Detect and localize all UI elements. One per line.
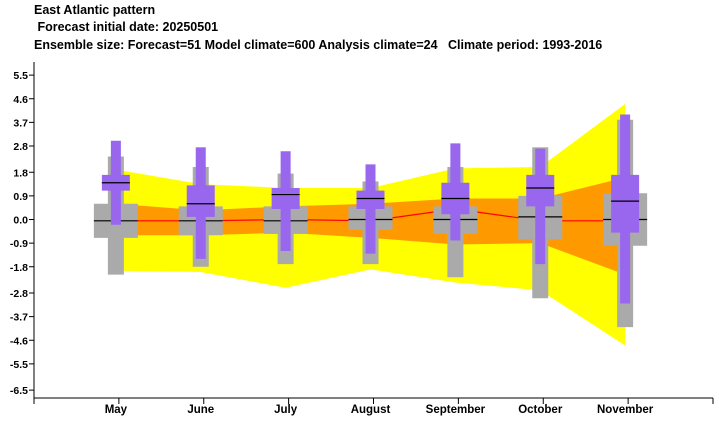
y-tick-label: -2.8 (10, 288, 28, 300)
ensemble-info-subtitle: Ensemble size: Forecast=51 Model climate… (34, 38, 603, 52)
forecast-box-november (611, 114, 640, 304)
forecast-box-june (186, 147, 215, 259)
y-tick-label: -0.9 (10, 238, 28, 250)
x-tick-label: October (518, 404, 563, 416)
forecast-box-august (356, 164, 385, 254)
y-tick-label: -1.8 (10, 262, 28, 274)
x-tick-label: November (597, 404, 654, 416)
y-tick-label: -5.5 (10, 359, 28, 371)
y-tick-label: 1.8 (13, 167, 28, 179)
x-tick-label: August (351, 404, 391, 416)
chart-title: East Atlantic pattern (34, 3, 156, 17)
forecast-box-september (441, 143, 470, 241)
x-tick-label: June (187, 404, 214, 416)
y-tick-label: 0.9 (13, 191, 28, 203)
y-tick-label: 2.8 (13, 141, 28, 153)
y-tick-label: -6.5 (10, 385, 28, 397)
forecast-iqr-box (611, 174, 640, 233)
y-tick-label: 4.6 (13, 94, 28, 106)
x-tick-label: May (105, 404, 128, 416)
y-tick-label: -4.6 (10, 335, 28, 347)
y-tick-label: 0.0 (13, 215, 28, 227)
forecast-iqr-box (526, 174, 555, 207)
y-tick-label: -3.7 (10, 312, 28, 324)
forecast-box-october (526, 148, 555, 265)
y-tick-label: 5.5 (13, 70, 28, 82)
forecast-iqr-box (356, 190, 385, 209)
forecast-iqr-box (271, 188, 300, 209)
forecast-box-july (271, 151, 300, 251)
y-tick-label: 3.7 (13, 117, 28, 129)
forecast-box-may (101, 140, 130, 225)
box-plots (93, 114, 648, 328)
x-tick-label: July (274, 404, 298, 416)
x-tick-label: September (426, 404, 486, 416)
forecast-date-subtitle: Forecast initial date: 20250501 (34, 20, 219, 34)
forecast-iqr-box (186, 185, 215, 217)
axes: 5.5 4.6 3.7 2.8 1.8 0.9 0.0 -0.9 -1.8 -2.8 -3.7 -4.… (10, 62, 714, 416)
